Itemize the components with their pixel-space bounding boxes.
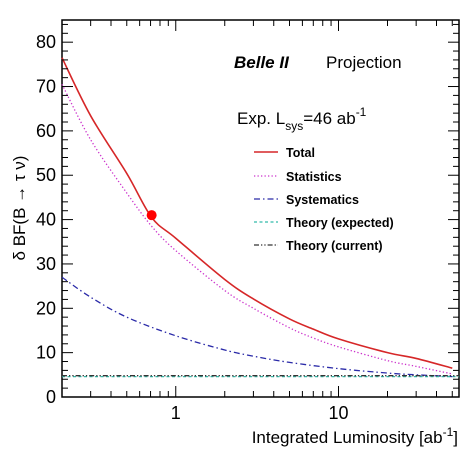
y-tick-label: 0 (46, 387, 56, 407)
projection-label: Projection (326, 53, 402, 72)
lsys-sup: -1 (356, 105, 367, 119)
y-tick-label: 30 (36, 254, 56, 274)
plot-frame (61, 19, 460, 398)
series-line-systematics (61, 276, 453, 378)
marker-layer (146, 210, 157, 221)
y-tick-label: 10 (36, 343, 56, 363)
x-axis-title-tail: ] (453, 428, 458, 447)
lsys-prefix: Exp. L (237, 109, 285, 128)
y-tick-label: 60 (36, 121, 56, 141)
lsys-sub: sys (285, 119, 303, 133)
x-axis-title-main: Integrated Luminosity [ab (252, 428, 443, 447)
tick-layer: 0 10 20 30 40 50 60 70 80 1 10 (36, 20, 459, 423)
series-line-statistics (61, 84, 453, 375)
legend: Total Statistics Systematics Theory (exp… (254, 146, 394, 253)
x-tick-label: 1 (171, 403, 181, 423)
experiment-label: Belle II (234, 53, 290, 72)
y-tick-label: 80 (36, 32, 56, 52)
y-axis-title: δ BF(B → τ ν) (10, 156, 29, 261)
series-line-total (61, 57, 453, 369)
legend-label-total: Total (286, 146, 315, 160)
highlight-marker (146, 210, 157, 221)
legend-label-theory-expected: Theory (expected) (286, 216, 394, 230)
x-tick-label: 10 (328, 403, 348, 423)
y-tick-label: 50 (36, 165, 56, 185)
lsys-annotation: Exp. Lsys=46 ab-1 (237, 105, 367, 133)
series-layer (61, 57, 459, 378)
x-axis-title: Integrated Luminosity [ab-1] (252, 425, 458, 447)
y-tick-label: 20 (36, 298, 56, 318)
legend-label-statistics: Statistics (286, 170, 342, 184)
legend-label-systematics: Systematics (286, 193, 359, 207)
lsys-value: =46 ab (303, 109, 355, 128)
x-axis-title-sup: -1 (443, 425, 454, 439)
y-tick-label: 70 (36, 77, 56, 97)
y-tick-label: 40 (36, 210, 56, 230)
legend-label-theory-current: Theory (current) (286, 239, 383, 253)
